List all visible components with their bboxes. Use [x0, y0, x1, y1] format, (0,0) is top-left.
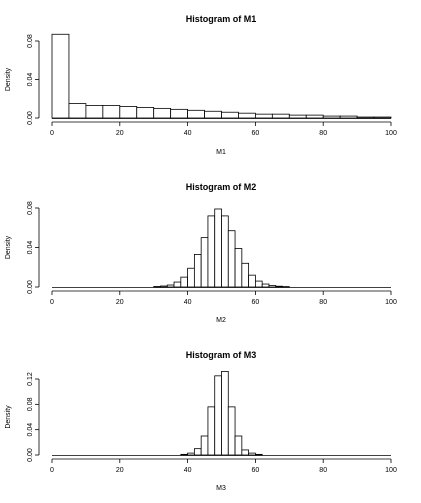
histogram-bar [322, 115, 341, 119]
y-tick-label: 0.04 [27, 241, 34, 255]
histogram-bar [200, 237, 209, 288]
x-tick-label: 20 [116, 299, 124, 306]
histogram-bar [234, 435, 243, 456]
y-tick-label: 0.00 [27, 448, 34, 462]
y-tick-label: 0.08 [27, 397, 34, 411]
histogram-bar [170, 108, 188, 119]
histogram-bar [271, 113, 290, 119]
histogram-bar [180, 453, 189, 456]
histogram-panel-3: Histogram of M3 0 20 40 60 80 100 M3 0.00 0.04 0.0… [5, 350, 397, 492]
x-axis-label: M1 [216, 149, 226, 156]
x-tick-label: 0 [50, 130, 54, 137]
histogram-bar [234, 248, 243, 288]
x-axis-label: M2 [216, 317, 226, 324]
histogram-bar [241, 262, 250, 288]
x-tick-label: 20 [116, 130, 124, 137]
histogram-bar [254, 453, 263, 456]
y-tick-label: 0.00 [27, 111, 34, 125]
histogram-bar [305, 114, 324, 119]
histogram-bar [241, 449, 250, 456]
histogram-bar [254, 280, 263, 288]
x-tick-label: 80 [319, 467, 327, 474]
histogram-bar [288, 114, 307, 119]
histogram-bar [200, 435, 209, 456]
histogram-bar [238, 112, 256, 119]
x-tick-label: 60 [252, 467, 260, 474]
y-axis-label: Density [5, 67, 12, 91]
x-tick-label: 100 [385, 130, 397, 137]
y-tick-label: 0.08 [27, 34, 34, 48]
histogram-bar [136, 107, 155, 119]
histogram-bar [193, 448, 202, 456]
x-tick-label: 80 [319, 299, 327, 306]
histogram-bar [102, 105, 121, 119]
histogram-bar [221, 370, 229, 456]
histogram-bar [119, 106, 138, 119]
x-tick-label: 100 [385, 299, 397, 306]
histogram-bar [180, 276, 189, 288]
x-tick-label: 60 [252, 130, 260, 137]
histogram-bar [207, 215, 216, 288]
histogram-bar [248, 274, 256, 288]
histogram-bar [339, 115, 358, 119]
x-tick-label: 0 [50, 299, 54, 306]
histogram-bar [187, 267, 195, 288]
histogram-bar [160, 285, 168, 288]
histogram-bar [356, 116, 375, 119]
histogram-bar [221, 111, 239, 119]
x-tick-label: 20 [116, 467, 124, 474]
histogram-bar [227, 406, 236, 456]
histogram-bar [254, 113, 273, 119]
histogram-bar [187, 452, 195, 456]
x-tick-label: 0 [50, 467, 54, 474]
histogram-bar [227, 230, 236, 288]
x-tick-label: 40 [184, 299, 192, 306]
y-tick-label: 0.04 [27, 423, 34, 437]
y-tick-label: 0.00 [27, 280, 34, 294]
histogram-bar [173, 281, 182, 288]
histogram-bar [275, 285, 283, 288]
panel-title: Histogram of M1 [186, 14, 257, 24]
histogram-bar [166, 284, 175, 288]
y-tick-label: 0.12 [27, 372, 34, 386]
histogram-panel-1: Histogram of M1 0 20 40 60 80 100 M1 0.00 0.04 0.0… [5, 14, 397, 156]
histogram-bar [248, 452, 256, 456]
histogram-bar [214, 375, 222, 456]
histogram-bar [214, 208, 222, 288]
histogram-bar [207, 406, 216, 456]
histogram-bar [85, 105, 104, 119]
histogram-bar [153, 107, 172, 119]
histogram-bar [193, 254, 202, 288]
y-tick-label: 0.08 [27, 201, 34, 215]
histogram-bar [204, 110, 222, 119]
histogram-bar [68, 103, 87, 119]
x-tick-label: 40 [184, 130, 192, 137]
histogram-bar [373, 116, 392, 119]
panel-title: Histogram of M3 [186, 350, 257, 360]
x-tick-label: 60 [252, 299, 260, 306]
x-tick-label: 100 [385, 467, 397, 474]
y-axis-label: Density [5, 235, 12, 259]
panel-title: Histogram of M2 [186, 182, 257, 192]
y-tick-label: 0.04 [27, 73, 34, 87]
histogram-bar [187, 109, 205, 119]
x-tick-label: 40 [184, 467, 192, 474]
x-tick-label: 80 [319, 130, 327, 137]
histogram-bar [51, 33, 70, 119]
x-axis-label: M3 [216, 485, 226, 492]
histogram-bar [268, 285, 277, 288]
y-axis-label: Density [5, 405, 12, 429]
histogram-bar [221, 215, 229, 288]
histogram-panel-2: Histogram of M2 0 20 40 60 80 100 M2 0.00 0.04 0.0… [5, 182, 397, 324]
histogram-bar [261, 283, 270, 288]
